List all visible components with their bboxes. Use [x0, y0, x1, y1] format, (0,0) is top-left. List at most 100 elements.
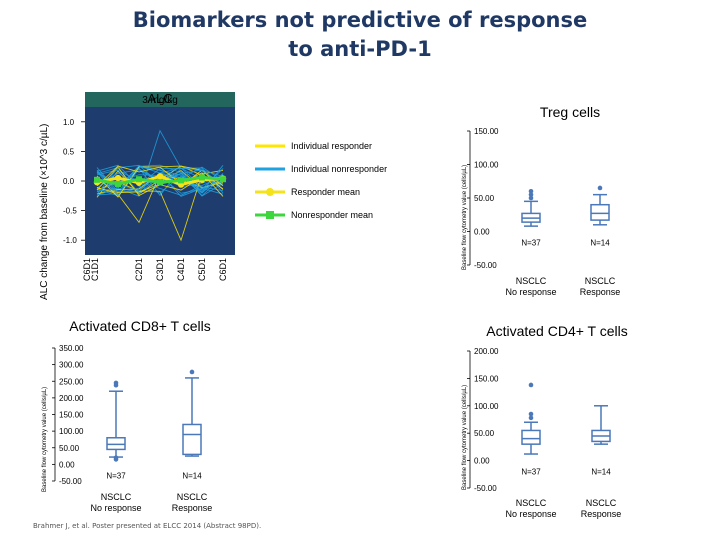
alc-ytick-label: -1.0: [63, 236, 77, 245]
page-title: Biomarkers not predictive of response to…: [0, 6, 720, 64]
alc-xtick-label: C2D1: [134, 258, 144, 281]
box: [590, 203, 610, 221]
n-label: N=37: [106, 471, 126, 480]
ytick-label: 150.00: [59, 411, 84, 420]
alc-header-strip: [85, 92, 235, 107]
nonresponder-mean-point: [94, 176, 100, 183]
category-label-line1: NSCLC: [516, 276, 547, 286]
legend-label: Responder mean: [291, 187, 360, 197]
n-label: N=37: [521, 468, 541, 477]
nonresponder-line: [96, 166, 224, 197]
ytick-label: 150.00: [474, 374, 499, 383]
responder-mean-point: [156, 173, 164, 180]
n-label: N=14: [182, 471, 202, 480]
alc-xtick-label: C6D1: [218, 258, 228, 281]
ytick-label: 200.00: [474, 347, 499, 356]
ytick-label: 0.00: [59, 460, 75, 469]
alc-ytick-label: 0.0: [63, 177, 75, 186]
responder-line: [96, 165, 224, 197]
nonresponder-line: [96, 167, 224, 197]
ytick-label: -50.00: [59, 477, 82, 486]
alc-ytick-label: 0.5: [63, 147, 75, 156]
category-label-line1: NSCLC: [585, 276, 616, 286]
box: [106, 437, 126, 451]
category-label-line2: No response: [505, 509, 556, 519]
legend-label: Individual nonresponder: [291, 164, 387, 174]
category-label-line1: NSCLC: [177, 492, 208, 502]
alc-title: ALC: [147, 91, 172, 106]
alc-ylabel: ALC change from baseline (×10^3 c/µL): [39, 124, 50, 300]
box: [521, 429, 541, 445]
category-label-line2: Response: [581, 509, 622, 519]
outlier-point: [528, 189, 534, 194]
alc-xtick-label: C4D1: [176, 258, 186, 281]
ytick-label: 200.00: [59, 394, 84, 403]
box: [182, 423, 202, 456]
outlier-point: [113, 380, 119, 386]
box-chart-title: Activated CD8+ T cells: [69, 318, 211, 334]
n-label: N=14: [591, 468, 611, 477]
title-line-1: Biomarkers not predictive of response: [132, 8, 588, 32]
n-label: N=37: [521, 239, 541, 248]
category-label-line1: NSCLC: [586, 498, 617, 508]
ytick-label: 300.00: [59, 361, 84, 370]
legend-marker-responder-mean: [266, 188, 274, 196]
outlier-point: [528, 382, 534, 388]
legend-label: Individual responder: [291, 141, 372, 151]
alc-xtick-label: C6D1: [82, 258, 92, 281]
category-label-line2: Response: [580, 287, 621, 297]
outlier-point: [189, 369, 195, 375]
outlier-point: [113, 457, 119, 462]
nonresponder-mean-point: [136, 176, 142, 183]
alc-xtick-label: C5D1: [197, 258, 207, 281]
n-label: N=14: [590, 239, 610, 248]
responder-mean-point: [114, 174, 122, 182]
title-line-2: to anti-PD-1: [288, 37, 432, 61]
category-label-line2: No response: [505, 287, 556, 297]
alc-xtick-label: C3D1: [155, 258, 165, 281]
ytick-label: 0.00: [474, 457, 490, 466]
outlier-point: [528, 411, 534, 417]
ytick-label: 50.00: [474, 429, 495, 438]
box-ylabel: Baseline flow cytometry value (cells/µL): [462, 165, 468, 270]
alc-subtitle: 3 mg/kg: [142, 95, 178, 106]
alc-ytick-label: 1.0: [63, 118, 75, 127]
alc-xtick-label: C1D1: [90, 258, 100, 281]
nonresponder-line: [96, 167, 224, 194]
box-chart-title: Activated CD4+ T cells: [486, 323, 628, 339]
ytick-label: 50.00: [59, 444, 80, 453]
legend-marker-nonresponder-mean: [266, 211, 274, 219]
outlier-point: [597, 185, 603, 191]
category-label-line2: No response: [90, 503, 141, 513]
box-ylabel: Baseline flow cytometry value (cells/µL): [42, 387, 48, 492]
nonresponder-mean-point: [199, 174, 205, 181]
ytick-label: 100.00: [474, 402, 499, 411]
nonresponder-mean-point: [178, 177, 184, 184]
ytick-label: -50.00: [474, 484, 497, 493]
category-label-line2: Response: [172, 503, 213, 513]
outlier-point: [528, 415, 534, 421]
citation: Brahmer J, et al. Poster presented at EL…: [33, 522, 262, 530]
category-label-line1: NSCLC: [516, 498, 547, 508]
category-label-line1: NSCLC: [101, 492, 132, 502]
outlier-point: [528, 192, 534, 197]
ytick-label: -50.00: [474, 261, 497, 270]
ytick-label: 250.00: [59, 377, 84, 386]
nonresponder-mean-point: [220, 176, 226, 183]
legend-label: Nonresponder mean: [291, 210, 373, 220]
outlier-point: [528, 195, 534, 201]
ytick-label: 0.00: [474, 228, 490, 237]
ytick-label: 150.00: [474, 127, 499, 136]
nonresponder-mean-point: [157, 179, 163, 186]
ytick-label: 50.00: [474, 194, 495, 203]
nonresponder-mean-point: [115, 180, 121, 187]
nonresponder-line: [96, 169, 224, 196]
nonresponder-line: [96, 165, 224, 192]
ytick-label: 350.00: [59, 344, 84, 353]
box-ylabel: Baseline flow cytometry value (cells/µL): [462, 385, 468, 490]
ytick-label: 100.00: [474, 161, 499, 170]
